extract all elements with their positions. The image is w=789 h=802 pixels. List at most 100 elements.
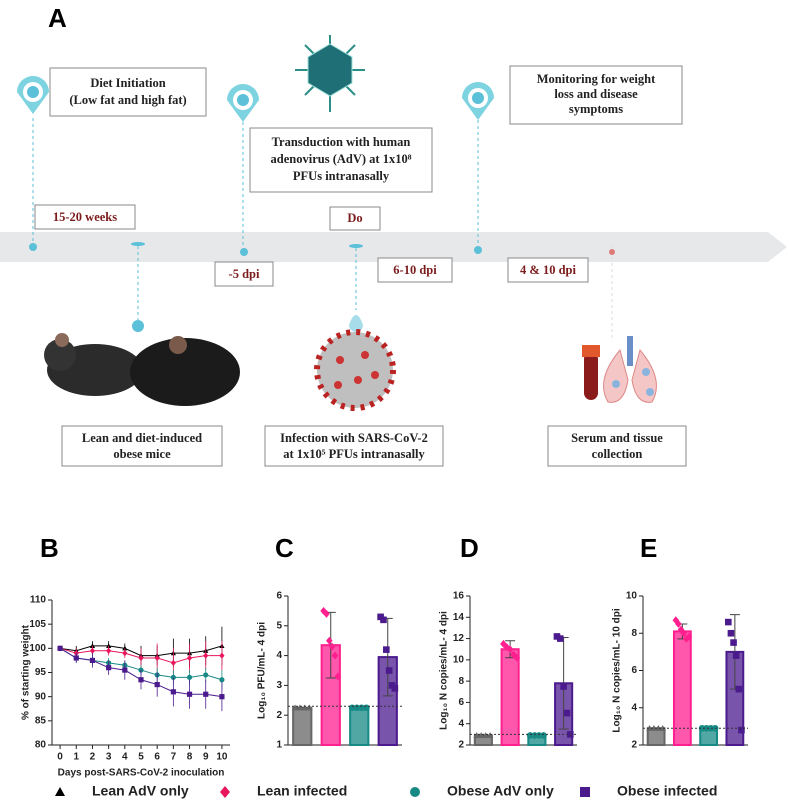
legend-label: Obese AdV only — [447, 783, 554, 799]
data-point — [57, 645, 63, 651]
caption-text: obese mice — [113, 447, 171, 461]
callout-text: symptoms — [569, 102, 623, 116]
y-tick-label: 1 — [276, 740, 282, 751]
data-point — [563, 709, 571, 717]
data-point — [473, 732, 480, 739]
x-tick-label: 7 — [171, 752, 177, 763]
data-point — [655, 724, 662, 731]
y-tick-label: 4 — [631, 702, 637, 713]
data-point — [296, 704, 304, 711]
data-point — [301, 704, 308, 711]
timeline-box — [34, 204, 136, 230]
callout-text: adenovirus (AdV) at 1x10⁸ — [271, 152, 412, 166]
data-point — [186, 654, 193, 662]
y-axis-label: Log₁₀ N copies/mL- 4 dpi — [439, 611, 450, 730]
data-point — [725, 618, 732, 626]
data-point — [154, 654, 160, 662]
data-point — [482, 732, 489, 739]
y-axis-label: Log₁₀ PFU/mL- 4 dpi — [257, 622, 268, 719]
x-tick-label: 5 — [138, 752, 144, 763]
y-tick-label: 6 — [276, 591, 282, 602]
y-tick-label: 80 — [35, 740, 47, 751]
y-tick-label: 100 — [29, 643, 46, 654]
connectors — [32, 118, 613, 340]
y-tick-label: 110 — [30, 595, 47, 606]
callout-text: Monitoring for weight — [537, 72, 656, 86]
data-point — [735, 685, 743, 693]
callout-box — [49, 67, 207, 117]
legend-marker — [580, 787, 590, 797]
panel-label: C — [275, 533, 294, 563]
caption-text: at 1x10⁵ PFUs intranasally — [283, 447, 425, 461]
timeline-box — [329, 206, 381, 231]
y-tick-label: 6 — [631, 665, 637, 676]
legend-label: Lean infected — [257, 783, 347, 799]
data-point — [203, 652, 209, 659]
callout-text: Diet Initiation — [90, 76, 165, 90]
callout-box — [249, 127, 433, 193]
timeline-label: 6-10 dpi — [393, 263, 437, 277]
callout-text: Transduction with human — [272, 135, 411, 149]
data-point — [170, 689, 176, 695]
y-tick-label: 16 — [453, 591, 465, 602]
data-point — [353, 704, 361, 712]
panel-label: A — [48, 3, 67, 33]
y-tick-label: 2 — [276, 710, 282, 721]
y-axis-label: % of starting weight — [21, 624, 32, 720]
y-tick-label: 10 — [626, 591, 638, 602]
data-point — [334, 672, 342, 681]
caption-box — [264, 425, 444, 467]
panel-label: D — [460, 533, 479, 563]
y-tick-label: 8 — [458, 676, 464, 687]
data-point — [385, 667, 393, 674]
data-point — [89, 657, 96, 664]
y-axis-label: Log₁₀ N copies/mL- 10 dpi — [612, 608, 623, 732]
timeline-box — [507, 257, 589, 283]
y-tick-label: 105 — [29, 619, 46, 630]
data-point — [106, 647, 112, 654]
x-tick-label: 6 — [154, 752, 160, 763]
data-point — [306, 704, 313, 711]
y-tick-label: 10 — [453, 654, 465, 665]
y-tick-label: 5 — [276, 620, 282, 631]
data-point — [106, 643, 112, 648]
data-point — [138, 677, 144, 683]
legend-label: Obese infected — [617, 783, 717, 799]
adenovirus-icon — [295, 35, 365, 112]
x-tick-label: 10 — [216, 752, 228, 763]
timeline-label: 15-20 weeks — [53, 210, 117, 224]
data-point — [106, 665, 112, 671]
data-point — [89, 643, 96, 648]
data-point — [556, 635, 564, 642]
data-point — [323, 609, 330, 618]
data-point — [138, 654, 144, 662]
y-tick-label: 4 — [276, 650, 282, 661]
caption-box — [547, 425, 687, 467]
timeline-label: 4 & 10 dpi — [520, 263, 576, 277]
data-point — [683, 634, 690, 643]
data-point — [331, 651, 339, 660]
data-point — [685, 633, 693, 641]
y-tick-label: 12 — [453, 633, 465, 644]
data-point — [170, 659, 176, 666]
data-point — [513, 653, 521, 662]
y-tick-label: 4 — [458, 718, 464, 729]
data-point — [186, 691, 193, 697]
mice-icon — [44, 333, 240, 406]
timeline-dots — [29, 242, 615, 332]
data-point — [727, 629, 735, 637]
callout-text: PFUs intranasally — [293, 169, 390, 183]
x-tick-label: 1 — [73, 752, 79, 763]
panel-a: A — [0, 3, 787, 467]
data-point — [659, 724, 666, 731]
legend-marker — [410, 787, 420, 797]
y-tick-label: 95 — [35, 667, 47, 678]
caption-text: collection — [592, 447, 643, 461]
bar — [349, 706, 370, 746]
x-tick-label: 3 — [106, 752, 112, 763]
data-point — [680, 629, 687, 638]
data-point — [510, 650, 517, 659]
data-point — [738, 726, 745, 734]
data-point — [391, 685, 399, 692]
tube-lungs-icon — [582, 336, 657, 403]
